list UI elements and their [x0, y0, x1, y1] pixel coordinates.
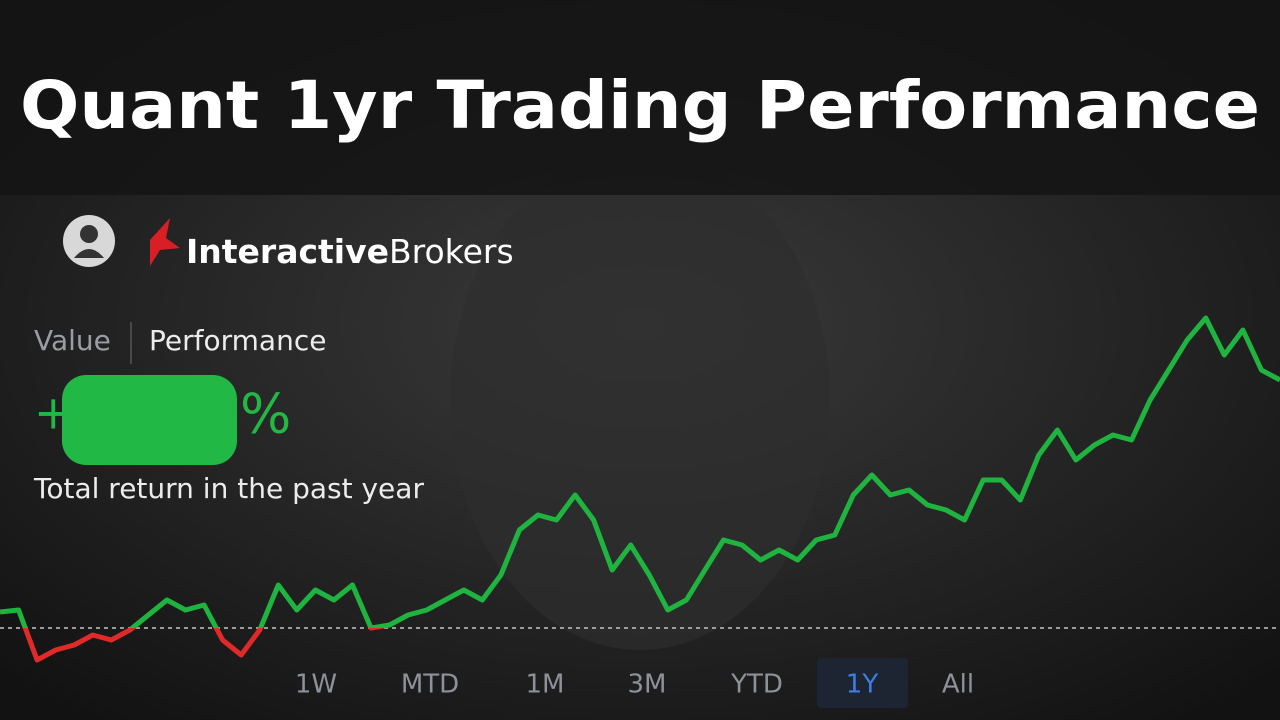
range-button[interactable]: MTD [401, 670, 459, 700]
performance-line [0, 315, 1280, 663]
range-button[interactable]: 1M [526, 670, 565, 700]
unit: % [240, 383, 291, 446]
range-highlight [817, 658, 908, 708]
tab[interactable]: Value [34, 324, 111, 357]
range-button[interactable]: 1W [295, 670, 337, 700]
title-bar [0, 0, 1280, 195]
avatar-head [80, 225, 98, 243]
brand-regular: Brokers [389, 232, 514, 271]
background-face [450, 150, 830, 650]
caption: Total return in the past year [33, 472, 424, 505]
brand-name: InteractiveBrokers [186, 232, 514, 271]
redacted-value [62, 375, 237, 465]
tab-selected[interactable]: Performance [149, 324, 326, 357]
avatar-body [74, 249, 104, 258]
brand-bold: Interactive [186, 232, 389, 271]
range-button[interactable]: All [942, 670, 974, 700]
range-button[interactable]: 3M [628, 670, 667, 700]
range-button[interactable]: 1Y [846, 670, 879, 700]
brand-logo [150, 218, 180, 266]
range-button[interactable]: YTD [730, 670, 783, 700]
title: Quant 1yr Trading Performance [20, 67, 1260, 144]
